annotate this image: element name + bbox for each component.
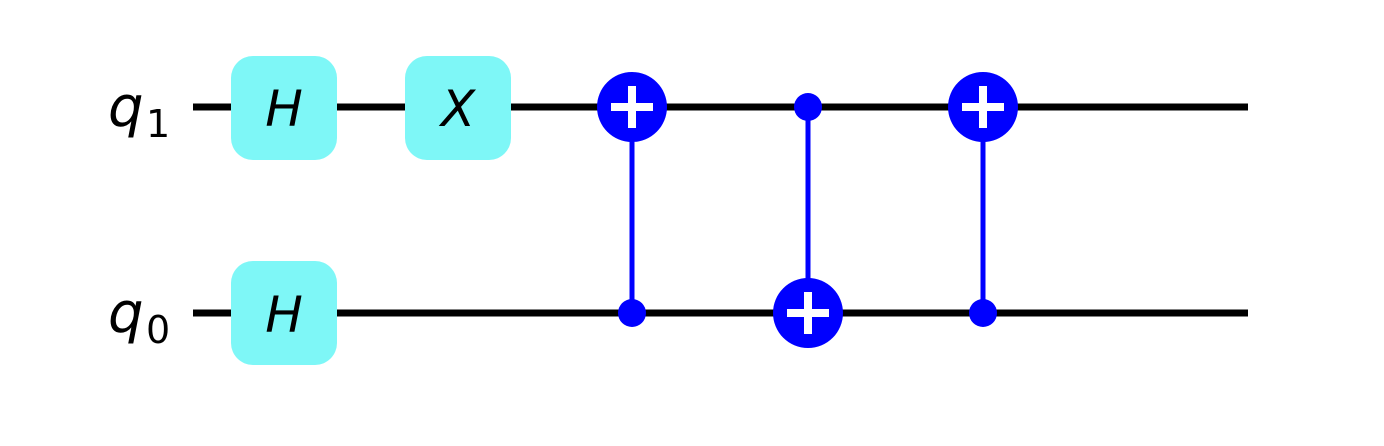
cnot-1-control-dot xyxy=(618,299,646,327)
cnot-2-target xyxy=(773,278,843,348)
cnot-2-control-dot xyxy=(794,93,822,121)
cnot-3-target xyxy=(948,72,1018,142)
gate-h-q0-box xyxy=(231,261,337,365)
gate-h-q1-box xyxy=(231,56,337,160)
qubit-label-q1-sub: 1 xyxy=(146,102,170,146)
cnot-1-target xyxy=(597,72,667,142)
cnot-gate-3 xyxy=(948,72,1018,327)
gate-h-q0: H xyxy=(231,261,337,365)
cnot-gate-2 xyxy=(773,93,843,348)
gate-h-q1-label: H xyxy=(265,80,303,138)
gate-x-q1-box xyxy=(405,56,511,160)
cnot-3-control-dot xyxy=(969,299,997,327)
qubit-label-q0-sub: 0 xyxy=(146,308,170,352)
gate-x-q1-label: X xyxy=(438,80,477,138)
qubit-label-q0-main: q xyxy=(108,281,144,346)
qubit-label-q1: q 1 xyxy=(108,75,170,146)
cnot-gate-1 xyxy=(597,72,667,327)
qubit-label-q1-main: q xyxy=(108,75,144,140)
qubit-label-q0: q 0 xyxy=(108,281,170,352)
gate-x-q1: X xyxy=(405,56,511,160)
gate-h-q0-label: H xyxy=(265,286,303,344)
gate-h-q1: H xyxy=(231,56,337,160)
